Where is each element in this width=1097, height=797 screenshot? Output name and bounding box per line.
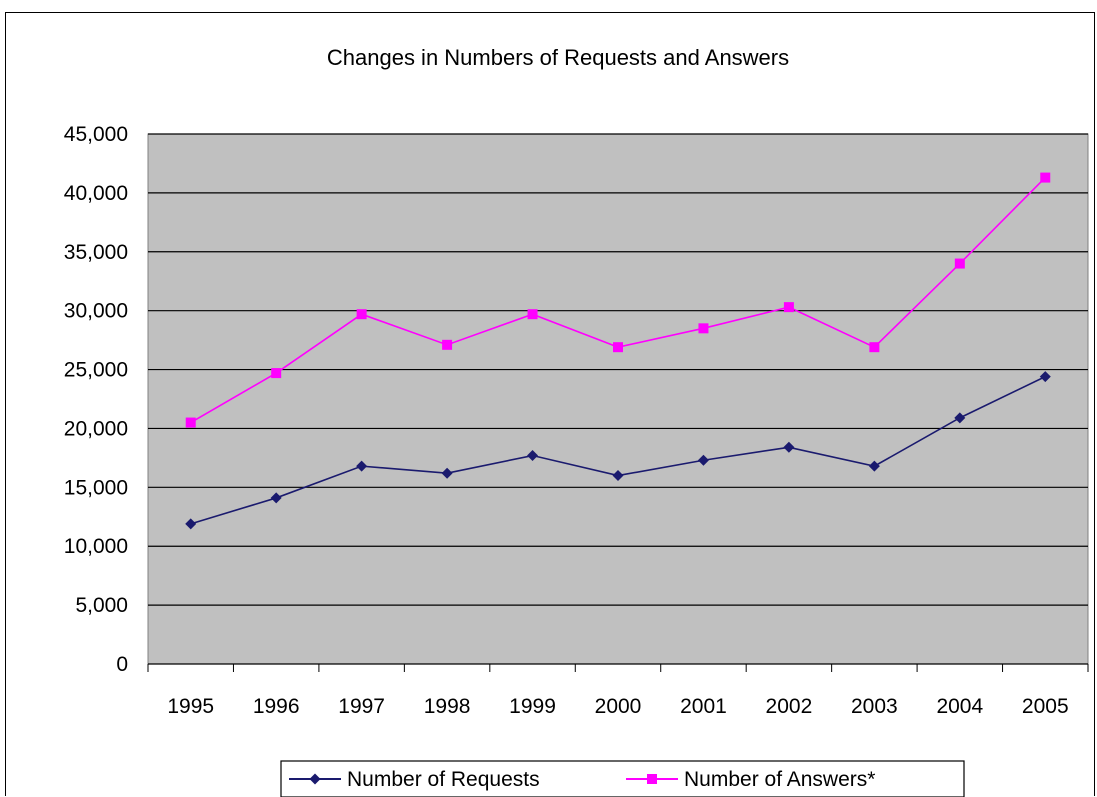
data-point	[271, 368, 282, 379]
data-point	[612, 470, 624, 482]
legend-marker	[309, 773, 321, 785]
chart-title: Changes in Numbers of Requests and Answe…	[327, 45, 789, 70]
x-tick-label: 2004	[936, 695, 983, 718]
data-point	[698, 323, 709, 334]
line-chart: Changes in Numbers of Requests and Answe…	[64, 45, 1089, 797]
data-point	[783, 441, 795, 453]
legend-item: Number of Requests	[289, 768, 540, 791]
plot-background	[147, 133, 1089, 665]
y-tick-label: 5,000	[75, 594, 128, 617]
chart-frame: Changes in Numbers of Requests and Answe…	[5, 12, 1095, 797]
data-point	[1039, 371, 1051, 383]
x-tick-label: 2000	[595, 695, 642, 718]
x-tick-label: 1995	[167, 695, 214, 718]
data-point	[356, 309, 367, 320]
data-point	[441, 467, 453, 479]
legend-marker	[647, 774, 657, 784]
data-point	[270, 492, 282, 504]
legend-label: Number of Requests	[347, 768, 540, 791]
y-tick-label: 30,000	[64, 300, 128, 323]
data-point	[442, 339, 453, 350]
data-point	[185, 518, 197, 530]
legend-item: Number of Answers*	[626, 768, 875, 791]
data-point	[527, 309, 538, 320]
series-1	[185, 371, 1051, 530]
x-tick-label: 1997	[338, 695, 385, 718]
x-tick-label: 1998	[424, 695, 471, 718]
data-point	[954, 258, 965, 269]
data-point	[697, 454, 709, 466]
x-tick-label: 2001	[680, 695, 727, 718]
y-tick-label: 0	[116, 653, 128, 676]
y-tick-label: 10,000	[64, 535, 128, 558]
x-tick-label: 2005	[1022, 695, 1069, 718]
data-point	[356, 460, 368, 472]
y-tick-label: 25,000	[64, 359, 128, 382]
data-point	[783, 302, 794, 313]
y-tick-label: 45,000	[64, 123, 128, 146]
x-tick-label: 2003	[851, 695, 898, 718]
legend: Number of Requests Number of Answers*	[280, 760, 965, 797]
data-point	[869, 342, 880, 353]
series-2	[185, 172, 1051, 428]
legend-box	[280, 760, 965, 797]
data-point	[868, 460, 880, 472]
x-tick-label: 2002	[766, 695, 813, 718]
data-point	[527, 450, 539, 462]
plot-area	[147, 133, 1089, 665]
x-tick-label: 1999	[509, 695, 556, 718]
data-point	[954, 412, 966, 424]
data-point	[185, 417, 196, 428]
data-point	[613, 342, 623, 353]
series-layer	[185, 172, 1051, 530]
axes: 0 5,000 10,000 15,000 20,000 25,000 30,000 35,0…	[64, 123, 1089, 718]
legend-label: Number of Answers*	[684, 768, 875, 791]
x-tick-label: 1996	[253, 695, 300, 718]
y-tick-label: 40,000	[64, 182, 128, 205]
data-point	[1040, 172, 1051, 183]
y-tick-label: 15,000	[64, 476, 128, 499]
y-tick-label: 20,000	[64, 417, 128, 440]
y-tick-label: 35,000	[64, 241, 128, 264]
